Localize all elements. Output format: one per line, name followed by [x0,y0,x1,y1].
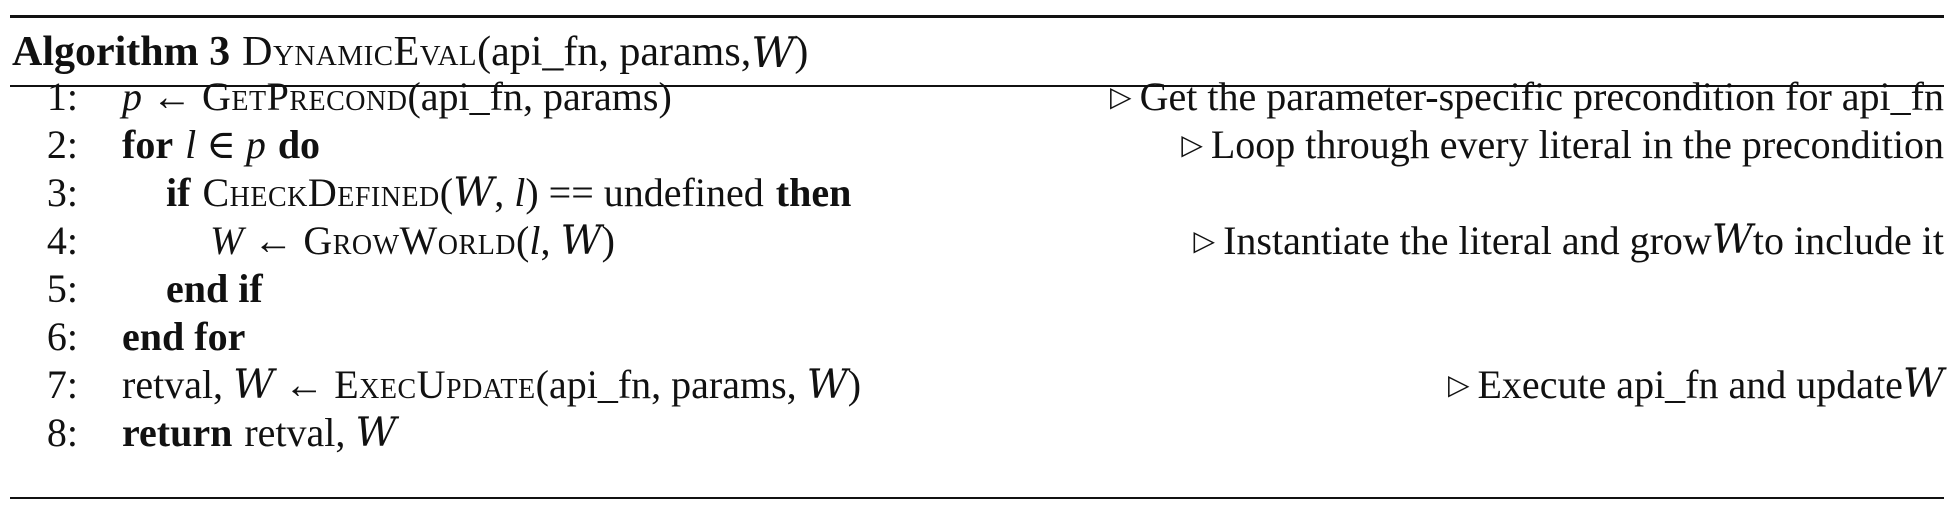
paren-open: ( [439,169,454,215]
line-code: return retval, W [78,409,397,456]
line-code: retval, W ← ExecUpdate(api_fn, params, W… [78,361,861,408]
paren-close: ) [601,217,615,263]
comment-text-end: to include it [1752,217,1944,263]
algorithm-label: Algorithm 3 [12,29,231,75]
world-symbol: W [806,361,848,408]
assign-arrow: ← [274,361,335,407]
bottom-rule [10,497,1944,499]
algorithm-line-8: 8: return retval, W [10,408,1944,456]
var-l: l [514,169,526,215]
triangle-right-icon: ▷ [1447,370,1470,401]
line-comment: ▷ Instantiate the literal and grow W to i… [1194,216,1944,264]
keyword-then: then [775,169,852,215]
line-comment: ▷ Loop through every literal in the preco… [1181,120,1944,168]
paren-open: ( [516,217,530,263]
world-symbol: W [1902,361,1944,407]
function-args-open: (api_fn, params, [535,361,807,407]
comment-text: Loop through every literal in the precon… [1210,121,1944,167]
var-l: l [529,217,541,263]
assign-arrow: ← [142,73,202,119]
keyword-return: return [122,409,233,455]
comma: , [494,169,515,215]
retval-text: retval, [122,361,234,407]
algorithm-args-open: (api_fn, params, [477,29,752,75]
function-args: (api_fn, params) [407,73,672,119]
line-code: for l ∈ p do [78,121,320,168]
line-number: 8: [46,409,78,455]
line-number: 3: [46,169,78,215]
line-code: p ← GetPrecond(api_fn, params) [78,73,672,120]
line-number: 2: [46,121,78,167]
top-rule [10,15,1944,18]
algorithm-line-3: 3: if CheckDefined(W, l) == undefined then [10,168,1944,216]
world-symbol: W [355,409,397,456]
comment-text: Instantiate the literal and grow [1223,217,1712,263]
line-number: 5: [46,265,78,311]
line-number: 4: [46,217,78,263]
algorithm-line-6: 6: end for [10,312,1944,360]
line-number: 7: [46,361,78,407]
comparison-text: ) == undefined [525,169,764,215]
assign-arrow: ← [243,217,304,263]
element-of: ∈ [196,121,246,167]
comma: , [540,217,561,263]
algorithm-name: DynamicEval [242,29,478,75]
world-symbol: W [560,217,602,264]
var-W: W [210,217,244,263]
keyword-if: if [166,169,191,215]
function-name: CheckDefined [202,169,440,215]
var-p: p [245,121,266,167]
world-symbol: W [751,27,795,77]
line-comment: ▷ Get the parameter-specific precondition… [1110,72,1944,120]
comment-text: Execute api_fn and update [1477,361,1903,407]
triangle-right-icon: ▷ [1110,82,1132,113]
line-code: end if [78,265,263,312]
line-comment: ▷ Execute api_fn and update W [1448,360,1944,408]
algorithm-args-close: ) [794,29,809,75]
triangle-right-icon: ▷ [1181,130,1203,161]
line-number: 6: [46,313,78,359]
algorithm-line-1: 1: p ← GetPrecond(api_fn, params) ▷ Get t… [10,72,1944,120]
algorithm-line-5: 5: end if [10,264,1944,312]
keyword-end-if: end if [166,265,263,311]
function-name: ExecUpdate [334,361,536,407]
world-symbol: W [453,169,495,216]
algorithm-line-7: 7: retval, W ← ExecUpdate(api_fn, params… [10,360,1944,408]
line-code: end for [78,313,245,360]
retval-text: retval, [244,409,356,455]
keyword-for: for [122,121,174,167]
algorithm-line-4: 4: W ← GrowWorld(l, W) ▷ Instantiate the … [10,216,1944,264]
keyword-do: do [277,121,321,167]
algorithm-block: Algorithm 3 DynamicEval (api_fn, params, … [10,0,1944,508]
function-name: GetPrecond [202,73,408,119]
function-name: GrowWorld [303,217,517,263]
comment-text: Get the parameter-specific precondition … [1139,73,1944,119]
function-args-close: ) [847,361,862,407]
keyword-end-for: end for [122,313,246,359]
world-symbol: W [233,361,275,408]
triangle-right-icon: ▷ [1193,226,1216,257]
var-p: p [122,73,142,119]
world-symbol: W [1711,217,1753,263]
var-l: l [185,121,197,167]
line-code: W ← GrowWorld(l, W) [78,217,615,264]
algorithm-line-2: 2: for l ∈ p do ▷ Loop through every litera… [10,120,1944,168]
caption-rule [10,85,1944,87]
line-code: if CheckDefined(W, l) == undefined then [78,169,851,216]
algorithm-caption: Algorithm 3 DynamicEval (api_fn, params, … [12,24,808,80]
line-number: 1: [46,73,78,119]
